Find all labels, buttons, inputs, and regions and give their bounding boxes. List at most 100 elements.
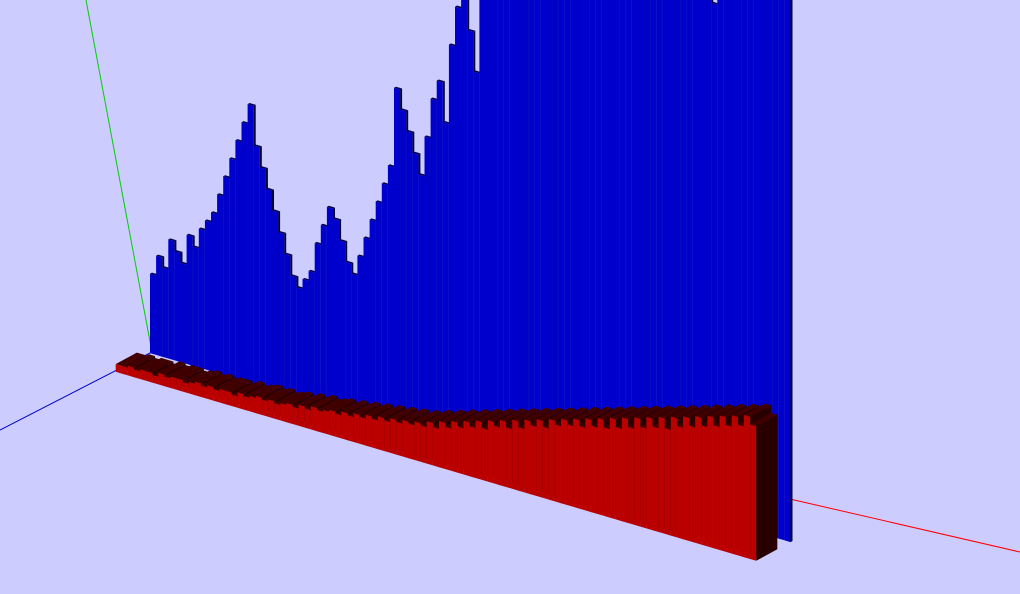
bar-1-5 — [146, 371, 153, 383]
bar-1-76 — [579, 426, 586, 511]
bar-0-46-top — [430, 97, 439, 101]
bar-1-27 — [280, 403, 287, 423]
bar-1-31 — [304, 408, 311, 430]
bar-0-97 — [741, 0, 748, 530]
bar-0-95 — [729, 0, 736, 526]
bar-0-33 — [351, 273, 358, 415]
bar-0-29-top — [326, 205, 335, 209]
bar-0-10-top — [211, 211, 220, 215]
bar-1-63 — [500, 419, 507, 487]
bar-0-18 — [259, 167, 266, 388]
bar-1-13-top — [195, 370, 223, 384]
bar-1-29 — [292, 406, 299, 426]
bar-1-89-top — [658, 405, 686, 419]
bar-1-0 — [115, 364, 122, 374]
bar-1-87 — [646, 416, 653, 531]
bar-1-42 — [371, 418, 378, 450]
bar-0-20 — [272, 210, 279, 391]
bar-1-85-top — [634, 405, 662, 419]
bar-1-94 — [689, 425, 696, 543]
bar-0-13-top — [229, 157, 238, 160]
bar-1-77-top — [585, 406, 613, 420]
bar-0-92 — [711, 2, 718, 521]
bar-0-19 — [265, 188, 272, 390]
bar-0-52-top — [467, 29, 476, 32]
bar-0-3 — [168, 239, 175, 361]
bar-0-2-top — [162, 266, 171, 270]
bar-1-22 — [249, 396, 256, 414]
bar-1-2-top — [127, 354, 156, 368]
bar-1-37 — [341, 411, 348, 441]
bar-0-34 — [357, 255, 364, 417]
bar-1-11 — [182, 382, 189, 394]
bar-0-28-top — [320, 223, 329, 227]
bar-1-33 — [317, 410, 324, 433]
bar-1-9 — [170, 376, 177, 390]
bar-0-75 — [607, 0, 614, 490]
bar-1-1 — [121, 365, 128, 376]
bar-1-41 — [365, 414, 372, 448]
bar-0-47-top — [436, 79, 445, 83]
bar-1-18 — [225, 390, 232, 406]
bar-0-14 — [235, 140, 242, 381]
bar-0-20-top — [272, 209, 281, 213]
bar-0-23 — [290, 275, 297, 397]
bar-0-71 — [583, 0, 590, 483]
bar-1-101-top — [731, 403, 759, 417]
bar-1-57 — [463, 420, 470, 477]
bar-1-91-top — [670, 404, 698, 419]
bar-1-95-top — [695, 404, 723, 418]
bar-1-0-top — [115, 352, 143, 366]
bar-1-65 — [512, 419, 519, 491]
bar-0-19-top — [265, 187, 274, 191]
bar-1-16 — [213, 389, 220, 403]
bar-1-102 — [737, 424, 744, 558]
bar-1-40 — [359, 416, 366, 446]
bar-0-49 — [448, 44, 455, 444]
bar-1-92 — [676, 425, 683, 540]
y-axis-line — [85, 0, 153, 353]
bar-0-60 — [516, 0, 523, 463]
bar-1-20-top — [237, 380, 265, 395]
bar-0-27 — [314, 243, 321, 404]
bar-1-73-top — [561, 407, 589, 421]
bar-1-12 — [188, 381, 195, 396]
bar-1-75-top — [573, 406, 601, 421]
bar-1-48 — [408, 423, 415, 460]
bar-0-42 — [406, 131, 413, 431]
bar-0-9 — [204, 220, 211, 372]
bar-0-99 — [753, 0, 760, 534]
bar-1-52 — [432, 427, 439, 468]
bar-0-66 — [552, 0, 559, 474]
bar-0-84 — [662, 0, 669, 507]
bar-0-63 — [534, 0, 541, 469]
bar-0-5-top — [180, 261, 189, 265]
bar-1-67 — [524, 419, 531, 495]
bar-0-21 — [278, 232, 285, 393]
bar-0-41 — [400, 109, 407, 429]
bar-1-49-top — [414, 410, 442, 424]
bar-0-92-top — [711, 1, 720, 5]
bar-0-1-top — [156, 254, 165, 258]
bar-1-7-top — [158, 361, 186, 375]
bar-1-79 — [597, 417, 604, 516]
bar-1-17-top — [219, 377, 247, 391]
bar-0-100 — [760, 0, 767, 535]
bar-1-5-top — [146, 359, 174, 373]
bar-1-84 — [628, 426, 635, 525]
bar-0-26-top — [308, 269, 317, 273]
bar-0-79 — [631, 0, 638, 498]
bar-0-16 — [247, 104, 254, 384]
bar-1-71-top — [548, 407, 576, 421]
bar-0-58 — [503, 0, 510, 460]
bar-0-30 — [333, 218, 340, 409]
bar-1-34 — [323, 409, 330, 435]
bar-0-28 — [320, 224, 327, 406]
bar-0-34-top — [357, 254, 366, 258]
bar-0-27-top — [314, 241, 323, 245]
bar-0-103 — [778, 0, 785, 541]
bar-1-20 — [237, 392, 244, 410]
bar-0-102 — [772, 0, 779, 539]
